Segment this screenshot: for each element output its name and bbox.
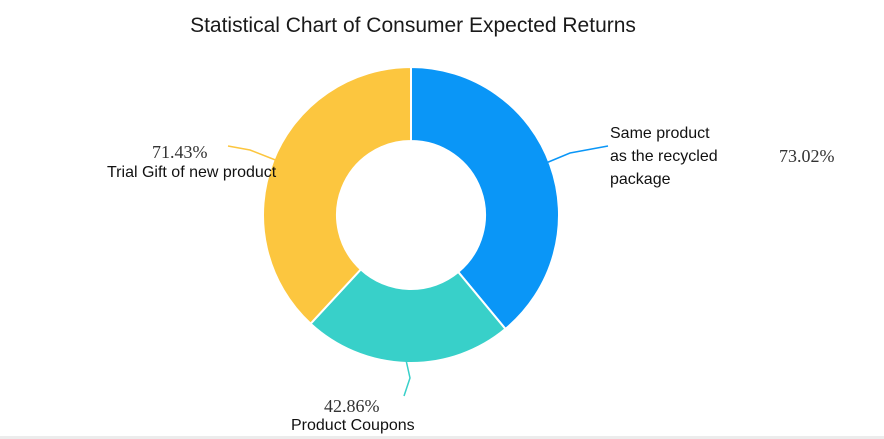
chart-title: Statistical Chart of Consumer Expected R… <box>190 14 636 37</box>
label-same-product-line1: Same product <box>610 125 710 142</box>
slices-group <box>262 65 560 364</box>
slice-same-product <box>410 65 560 331</box>
leader-line-same-product <box>545 145 609 164</box>
bottom-divider <box>0 436 884 439</box>
value-same-product: 73.02% <box>779 146 835 166</box>
label-product-coupons: Product Coupons <box>291 417 415 434</box>
slice-product-coupons <box>309 267 507 364</box>
value-product-coupons: 42.86% <box>324 396 380 416</box>
slice-trial-gift <box>262 65 412 326</box>
label-same-product-line3: package <box>610 171 671 188</box>
value-trial-gift: 71.43% <box>152 142 208 162</box>
label-trial-gift: Trial Gift of new product <box>107 164 277 181</box>
leader-line-trial-gift <box>227 145 279 162</box>
leader-line-coupons <box>403 359 411 397</box>
label-same-product-line2: as the recycled <box>610 148 718 165</box>
